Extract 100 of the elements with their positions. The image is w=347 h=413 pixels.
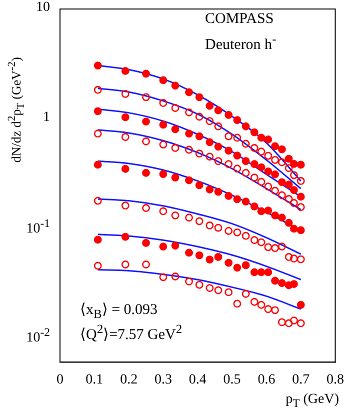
point [296, 177, 305, 185]
x-tick-label: 0.7 [292, 372, 310, 388]
point [195, 217, 204, 226]
point [233, 116, 242, 124]
point [284, 180, 293, 189]
point [224, 288, 233, 296]
point [195, 280, 204, 289]
point [250, 144, 258, 152]
point [296, 192, 305, 201]
point [121, 90, 130, 98]
point [94, 107, 102, 116]
point [290, 280, 298, 288]
point [171, 174, 180, 182]
point [271, 211, 279, 220]
point [142, 204, 150, 212]
point [214, 106, 222, 114]
point [250, 174, 258, 182]
x-tick-label: 0 [56, 372, 64, 388]
y-tick-label: 10$^{-2}$ [26, 326, 50, 346]
point [278, 158, 286, 166]
point [185, 248, 193, 257]
point [242, 290, 250, 298]
point [206, 185, 214, 194]
x-tick-label: 0.6 [258, 372, 276, 388]
point [284, 319, 293, 328]
point [296, 160, 305, 169]
point [278, 242, 286, 250]
point [250, 160, 258, 168]
point [224, 160, 233, 168]
point [290, 224, 298, 233]
point [257, 268, 266, 276]
point [159, 99, 168, 107]
point [278, 178, 286, 186]
point [171, 242, 180, 250]
point [242, 168, 250, 177]
point [257, 207, 266, 216]
point [224, 132, 233, 140]
point [224, 192, 233, 200]
point [185, 88, 193, 96]
point [159, 207, 168, 216]
annotation: COMPASS [205, 11, 274, 27]
point [206, 256, 214, 264]
point [271, 244, 279, 252]
point [264, 182, 272, 191]
point [171, 211, 180, 220]
point [257, 300, 266, 309]
point [257, 238, 266, 246]
point [121, 133, 130, 141]
point [206, 222, 214, 230]
point [250, 298, 258, 306]
point [185, 278, 193, 286]
x-tick-label: 0.2 [120, 372, 138, 388]
point [233, 195, 242, 204]
point [233, 300, 242, 308]
point [94, 236, 102, 244]
point [121, 260, 130, 268]
x-tick-label: 0.4 [188, 372, 206, 388]
point [284, 154, 293, 163]
point [185, 146, 193, 154]
point [94, 130, 102, 138]
point [142, 137, 150, 146]
point [264, 268, 272, 276]
point [94, 62, 102, 70]
x-tick-label: 0.8 [326, 372, 344, 388]
point [121, 113, 130, 122]
point [159, 76, 168, 84]
point [257, 148, 266, 156]
point [271, 186, 279, 195]
point [242, 198, 250, 206]
point [195, 93, 204, 102]
point [242, 140, 250, 148]
point [94, 160, 102, 169]
point [290, 171, 298, 180]
point [142, 260, 150, 268]
point [94, 86, 102, 94]
point [264, 167, 272, 176]
y-tick-label: 10 [36, 0, 50, 15]
point [264, 136, 272, 144]
point [284, 218, 293, 227]
point [185, 176, 193, 184]
point [214, 253, 222, 261]
point [271, 156, 279, 164]
point [224, 226, 233, 235]
point [290, 160, 298, 168]
point [296, 300, 305, 309]
point [296, 255, 305, 264]
point [214, 142, 222, 151]
point [271, 306, 279, 314]
point [206, 117, 214, 126]
y-tick-label: 10$^{-1}$ [26, 216, 50, 236]
point [185, 214, 193, 222]
point [242, 261, 250, 270]
point [214, 286, 222, 294]
point [142, 238, 150, 247]
point [278, 279, 286, 288]
annotation: ⟨x$_{B}$⟩ = 0.093 [80, 302, 158, 321]
point [142, 118, 150, 126]
point [296, 226, 305, 234]
point [290, 254, 298, 263]
point [242, 157, 250, 166]
